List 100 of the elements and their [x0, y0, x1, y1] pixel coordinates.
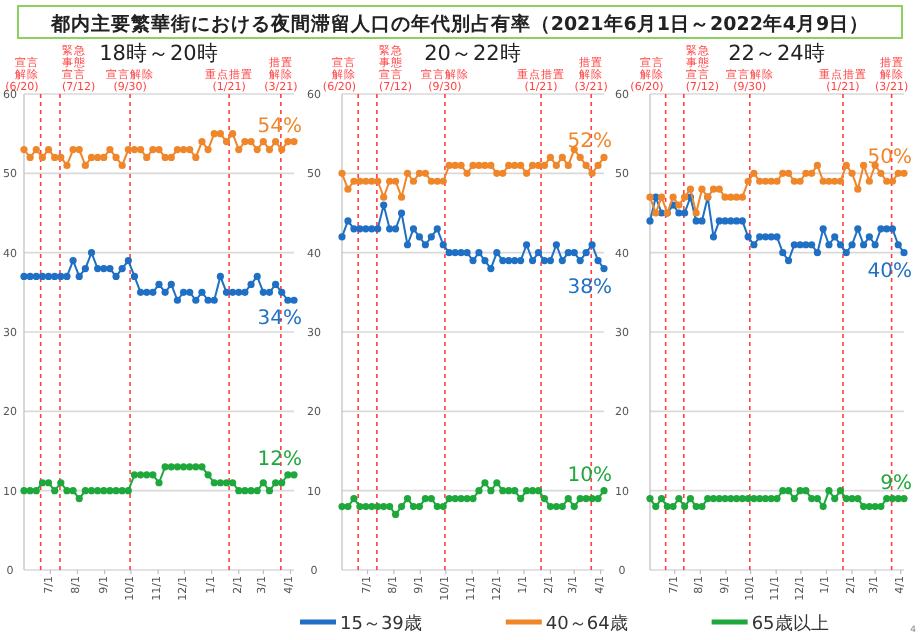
point [356, 177, 364, 185]
point [692, 209, 700, 217]
point [675, 495, 683, 503]
point [409, 225, 418, 233]
point [391, 510, 400, 519]
point [698, 217, 706, 225]
point [475, 249, 483, 257]
point [338, 233, 346, 241]
point [481, 479, 489, 487]
point [265, 288, 274, 296]
point [259, 479, 267, 487]
point [570, 249, 578, 257]
point [669, 502, 677, 511]
point [552, 241, 560, 249]
point [493, 249, 501, 257]
point [75, 495, 83, 503]
point [738, 495, 746, 503]
point [534, 487, 543, 495]
point [481, 161, 489, 169]
point [784, 257, 793, 265]
point [265, 145, 274, 154]
point [235, 145, 243, 154]
point [229, 130, 237, 138]
point [522, 169, 531, 177]
point [149, 145, 157, 154]
point [51, 272, 59, 281]
point [204, 471, 212, 479]
point [87, 249, 96, 257]
point [161, 153, 169, 162]
point [877, 225, 885, 233]
point [756, 495, 764, 503]
point [167, 463, 175, 471]
data-label: 40% [867, 260, 912, 283]
point [469, 495, 477, 503]
point [167, 280, 175, 288]
point [167, 153, 175, 162]
point [222, 479, 231, 487]
point [259, 288, 267, 296]
point [657, 495, 666, 503]
point [216, 130, 224, 138]
point [646, 193, 654, 201]
point [493, 479, 501, 487]
point [715, 185, 723, 193]
point [380, 193, 388, 201]
point [552, 502, 560, 511]
point [831, 177, 839, 185]
point [761, 233, 770, 241]
point [136, 288, 145, 296]
point [124, 257, 132, 265]
point [865, 233, 873, 241]
point [204, 296, 212, 304]
point [842, 161, 850, 169]
point [235, 487, 243, 495]
point [511, 161, 519, 169]
point [481, 257, 489, 265]
point [75, 145, 83, 154]
point [179, 145, 188, 154]
point [362, 225, 370, 233]
point [600, 153, 608, 162]
point [391, 225, 400, 233]
point [439, 502, 447, 511]
text: 都内主要繁華街における夜間滞留人口の年代別占有率（2021年6月1日～2022年4月9日） [48, 12, 870, 36]
point [192, 153, 200, 162]
point [831, 495, 839, 503]
point [433, 225, 441, 233]
point [94, 264, 102, 273]
point [391, 177, 400, 185]
point [136, 145, 145, 154]
point [94, 487, 102, 495]
point [709, 185, 718, 193]
point [517, 161, 525, 169]
point [727, 495, 735, 503]
point [374, 502, 382, 511]
point [192, 296, 200, 304]
point [32, 272, 40, 281]
point [854, 225, 862, 233]
point [546, 502, 555, 511]
point [63, 161, 71, 169]
point [825, 177, 833, 185]
point [130, 471, 139, 479]
point [69, 257, 77, 265]
point [253, 272, 261, 281]
point [517, 495, 525, 503]
point [594, 257, 602, 265]
point [112, 153, 120, 162]
point [155, 280, 163, 288]
point [859, 502, 868, 511]
point [38, 479, 47, 487]
point [112, 487, 120, 495]
point [669, 193, 677, 201]
point [859, 161, 868, 169]
point [106, 487, 114, 495]
point [600, 487, 608, 495]
point [136, 471, 145, 479]
point [646, 495, 654, 503]
point [871, 241, 879, 249]
point [698, 185, 706, 193]
point [487, 161, 495, 169]
point [744, 177, 752, 185]
point [20, 487, 28, 495]
